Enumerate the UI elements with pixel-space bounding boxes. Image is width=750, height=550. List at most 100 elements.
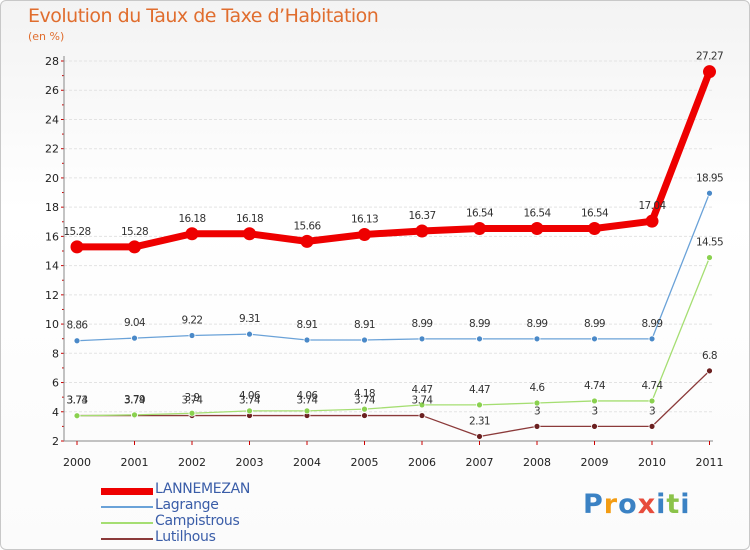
data-label: 3.79	[124, 394, 145, 406]
data-label: 3	[649, 405, 655, 417]
data-point	[415, 224, 429, 238]
data-label: 8.99	[584, 318, 605, 330]
data-label: 3	[534, 405, 540, 417]
data-label: 8.86	[67, 320, 89, 332]
x-tick-label: 2010	[638, 456, 666, 469]
data-point	[476, 335, 483, 343]
data-point	[418, 412, 426, 419]
data-label: 16.54	[581, 207, 609, 219]
data-point	[533, 335, 541, 343]
data-label: 16.18	[236, 213, 263, 225]
data-label: 16.13	[351, 213, 378, 225]
y-tick-label: 28	[45, 55, 59, 68]
brand-letter: P	[583, 489, 604, 520]
y-tick-label: 14	[45, 260, 59, 273]
series-line-campistrous	[76, 256, 711, 417]
data-label: 15.66	[293, 220, 321, 232]
data-point	[706, 367, 713, 375]
data-label: 3.74	[182, 395, 204, 407]
data-point	[246, 407, 253, 415]
data-label: 3.74	[297, 395, 319, 407]
data-label: 8.99	[412, 318, 433, 330]
data-point	[246, 330, 253, 338]
data-point	[70, 240, 84, 254]
data-label: 3.74	[412, 395, 434, 407]
data-point	[591, 397, 598, 405]
data-label: 15.28	[63, 226, 90, 238]
series-line-lagrange	[76, 192, 711, 342]
data-label: 4.47	[412, 384, 433, 396]
y-tick-label: 6	[52, 377, 59, 390]
data-point	[131, 411, 138, 419]
data-point	[591, 335, 598, 343]
legend-label: LANNEMEZAN	[155, 481, 251, 497]
data-label: 2.31	[469, 415, 490, 427]
x-tick-label: 2006	[408, 456, 436, 469]
data-label: 8.99	[469, 318, 490, 330]
data-point	[476, 401, 483, 409]
data-point	[73, 412, 81, 420]
x-tick-label: 2007	[466, 456, 494, 469]
brand-letter: i	[656, 489, 667, 520]
data-label: 15.28	[121, 226, 148, 238]
x-tick-label: 2001	[121, 456, 149, 469]
y-tick-label: 26	[45, 84, 59, 97]
data-point	[361, 336, 368, 344]
y-tick-label: 2	[52, 435, 59, 448]
data-label: 3.9	[185, 392, 200, 404]
legend-swatch	[101, 522, 153, 524]
x-tick-label: 2011	[696, 456, 724, 469]
y-tick-label: 10	[45, 318, 59, 331]
data-label: 4.06	[297, 390, 319, 402]
data-point	[128, 240, 141, 254]
data-point	[533, 422, 541, 430]
data-point	[418, 401, 426, 409]
x-tick-label: 2000	[63, 456, 91, 469]
data-label: 3.74	[124, 395, 146, 407]
data-point	[648, 335, 656, 343]
y-tick-label: 4	[52, 406, 59, 419]
data-point	[303, 336, 311, 344]
data-label: 16.37	[408, 210, 435, 222]
legend-label: Lutilhous	[155, 529, 216, 545]
data-label: 17.04	[638, 200, 666, 212]
data-point	[185, 227, 199, 241]
data-point	[588, 221, 601, 235]
data-label: 18.95	[696, 172, 723, 184]
data-point	[706, 189, 713, 197]
data-point	[188, 332, 196, 339]
data-label: 3.74	[67, 395, 89, 407]
data-point	[706, 254, 713, 261]
data-label: 3.74	[354, 395, 376, 407]
brand-logo: Proxiti	[583, 489, 691, 520]
legend-swatch	[101, 538, 153, 540]
data-point	[591, 422, 598, 430]
data-label: 4.18	[354, 388, 375, 400]
brand-letter: i	[680, 489, 691, 520]
data-label: 8.91	[354, 319, 375, 331]
data-label: 4.47	[469, 384, 490, 396]
data-label: 4.6	[530, 382, 546, 394]
data-point	[648, 397, 656, 405]
data-label: 9.04	[124, 317, 146, 329]
data-label: 6.8	[702, 350, 717, 362]
y-tick-label: 12	[45, 289, 59, 302]
data-label: 3.73	[67, 395, 88, 407]
data-label: 8.91	[297, 319, 318, 331]
y-axis-unit: (en %)	[28, 30, 65, 43]
data-point	[188, 409, 196, 417]
x-tick-label: 2002	[178, 456, 206, 469]
data-label: 9.31	[239, 313, 260, 325]
chart-title: Evolution du Taux de Taxe d’Habitation	[28, 5, 379, 27]
data-point	[243, 227, 256, 241]
data-point	[418, 335, 426, 343]
data-label: 16.54	[466, 207, 494, 219]
data-label: 3.74	[239, 395, 261, 407]
data-label: 16.54	[523, 207, 551, 219]
data-point	[361, 405, 368, 413]
data-point	[703, 65, 716, 79]
brand-letter: t	[666, 489, 681, 520]
x-tick-label: 2003	[236, 456, 264, 469]
data-label: 16.18	[178, 213, 205, 225]
